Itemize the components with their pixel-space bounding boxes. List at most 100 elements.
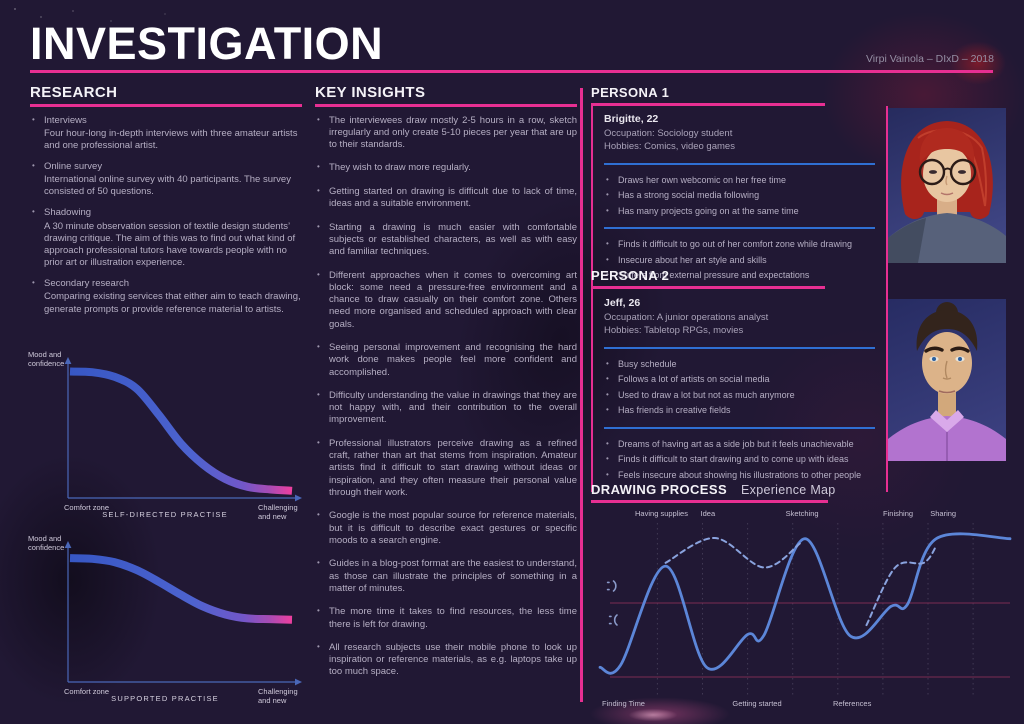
persona-pain: Suffers from external pressure and expec… bbox=[604, 269, 875, 283]
research-divider bbox=[30, 104, 302, 107]
research-item-desc: Four hour-long in-depth interviews with … bbox=[44, 127, 298, 151]
key-insights-list: The interviewees draw mostly 2-5 hours i… bbox=[315, 115, 577, 679]
drawing-process-title: DRAWING PROCESS bbox=[591, 482, 728, 497]
dashed-line-segment-1 bbox=[664, 536, 802, 569]
persona-1-hobbies: Hobbies: Comics, video games bbox=[604, 141, 735, 153]
persona-fact: Has friends in creative fields bbox=[604, 404, 875, 418]
research-item-title: Shadowing bbox=[44, 207, 92, 219]
persona-2-facts-divider bbox=[604, 346, 875, 349]
persona-2-pains-list: Dreams of having art as a side job but i… bbox=[604, 438, 875, 483]
experience-map-canvas: Having supplies Idea Sketching Finishing Sha… bbox=[598, 509, 1012, 708]
persona-1-heading: PERSONA 1 bbox=[591, 85, 670, 100]
happy-face-icon bbox=[606, 580, 617, 592]
persona-2-hobbies: Hobbies: Tabletop RPGs, movies bbox=[604, 325, 744, 337]
credit-text: Virpi Vainola – DIxD – 2018 bbox=[865, 53, 994, 65]
page-title: INVESTIGATION bbox=[30, 18, 384, 69]
y-axis-arrow bbox=[64, 357, 72, 364]
persona-2-heading: PERSONA 2 bbox=[591, 268, 670, 283]
column-divider bbox=[580, 88, 583, 702]
persona-fact: Busy schedule bbox=[604, 358, 875, 372]
experience-map-subtitle: Experience Map bbox=[741, 483, 836, 497]
persona-1-pains-list: Finds it difficult to go out of her comf… bbox=[604, 238, 875, 283]
research-item-desc: A 30 minute observation session of texti… bbox=[44, 220, 296, 269]
persona-fact: Follows a lot of artists on social media bbox=[604, 373, 875, 387]
research-item-desc: Comparing existing services that either … bbox=[44, 291, 301, 315]
research-item-title: Interviews bbox=[44, 114, 87, 126]
experience-map: Having supplies Idea Sketching Finishing Sha… bbox=[592, 503, 1016, 720]
phase-label: Having supplies bbox=[635, 509, 688, 518]
sad-face-icon bbox=[608, 614, 618, 626]
key-insight-item: They wish to draw more regularly. bbox=[315, 162, 577, 174]
y-axis-arrow bbox=[64, 541, 72, 548]
persona-fact: Has many projects going on at the same t… bbox=[604, 205, 875, 219]
persona-pain: Dreams of having art as a side job but i… bbox=[604, 438, 875, 452]
phase-label: Idea bbox=[701, 509, 716, 518]
research-item-title: Secondary research bbox=[44, 278, 130, 290]
persona-1-divider bbox=[591, 103, 825, 106]
persona-2-name: Jeff, 26 bbox=[604, 297, 641, 309]
persona-2-header: PERSONA 2 bbox=[591, 268, 825, 297]
persona-pain: Finds it difficult to go out of her comf… bbox=[604, 238, 875, 252]
drawing-process-header: DRAWING PROCESS Experience Map bbox=[591, 482, 1015, 511]
persona-1-card: Brigitte, 22 Occupation: Sociology stude… bbox=[591, 106, 888, 293]
phase-label: References bbox=[833, 699, 872, 708]
persona-1-portrait bbox=[888, 108, 1006, 263]
key-insight-item: The more time it takes to find resources… bbox=[315, 606, 577, 630]
key-insights-section: KEY INSIGHTS The interviewees draw mostl… bbox=[315, 84, 577, 690]
phase-label: Finishing bbox=[883, 509, 913, 518]
x-axis-arrow bbox=[295, 678, 302, 686]
key-insight-item: All research subjects use their mobile p… bbox=[315, 642, 577, 678]
research-item-desc: International online survey with 40 part… bbox=[44, 174, 291, 198]
persona-1-facts-divider bbox=[604, 162, 875, 165]
key-insight-item: Seeing personal improvement and recognis… bbox=[315, 342, 577, 378]
x-axis-arrow bbox=[295, 494, 302, 502]
practise-curve bbox=[69, 367, 293, 495]
supported-practise-chart: Mood and confidence Comfort zone Challen… bbox=[26, 530, 304, 724]
x-axis-start-label: Comfort zone bbox=[64, 687, 110, 696]
persona-1-name: Brigitte, 22 bbox=[604, 113, 659, 125]
self-directed-chart-canvas bbox=[64, 357, 302, 502]
phase-label: Sketching bbox=[786, 509, 819, 518]
x-axis-start-label: Comfort zone bbox=[64, 503, 110, 512]
persona-fact: Draws her own webcomic on her free time bbox=[604, 174, 875, 188]
title-divider bbox=[30, 70, 993, 73]
practise-curve bbox=[69, 554, 293, 624]
speckle-decoration bbox=[14, 8, 16, 10]
key-insight-item: Getting started on drawing is difficult … bbox=[315, 186, 577, 210]
y-axis-label: Mood and confidence bbox=[28, 350, 65, 369]
persona-1-occupation: Occupation: Sociology student bbox=[604, 128, 733, 139]
dashed-line-segment-2 bbox=[865, 545, 938, 627]
research-item: Online survey International online survey… bbox=[30, 161, 302, 198]
supported-chart-canvas bbox=[64, 541, 302, 686]
key-insight-item: Starting a drawing is much easier with c… bbox=[315, 222, 577, 258]
key-insight-item: Professional illustrators perceive drawi… bbox=[315, 438, 577, 499]
self-directed-practise-chart: Mood and confidence Comfort zone Challen… bbox=[26, 346, 304, 542]
phase-label: Getting started bbox=[732, 699, 781, 708]
chart-caption: SUPPORTED PRACTISE bbox=[111, 694, 219, 703]
phase-label: Sharing bbox=[930, 509, 956, 518]
drawing-process-divider bbox=[591, 500, 828, 503]
research-item-title: Online survey bbox=[44, 160, 103, 172]
chart-caption: SELF-DIRECTED PRACTISE bbox=[102, 510, 228, 519]
key-insight-item: Guides in a blog-post format are the eas… bbox=[315, 558, 577, 594]
persona-1-facts-list: Draws her own webcomic on her free time H… bbox=[604, 174, 875, 219]
persona-pain: Insecure about her art style and skills bbox=[604, 254, 875, 268]
persona-pain: Feels insecure about showing his illustr… bbox=[604, 469, 875, 483]
key-insights-divider bbox=[315, 104, 577, 107]
key-insight-item: Difficulty understanding the value in dr… bbox=[315, 390, 577, 426]
key-insight-item: Different approaches when it comes to ov… bbox=[315, 270, 577, 331]
x-axis-end-label: Challenging and new bbox=[258, 687, 298, 705]
key-insight-item: Google is the most popular source for re… bbox=[315, 510, 577, 546]
persona-2-occupation: Occupation: A junior operations analyst bbox=[604, 312, 769, 323]
persona-1-pains-divider bbox=[604, 227, 875, 230]
persona-1-header: PERSONA 1 bbox=[591, 85, 825, 114]
research-heading: RESEARCH bbox=[30, 84, 118, 101]
persona-pain: Finds it difficult to start drawing and … bbox=[604, 453, 875, 467]
y-axis-label: Mood and confidence bbox=[28, 534, 65, 553]
persona-2-divider bbox=[591, 286, 825, 289]
